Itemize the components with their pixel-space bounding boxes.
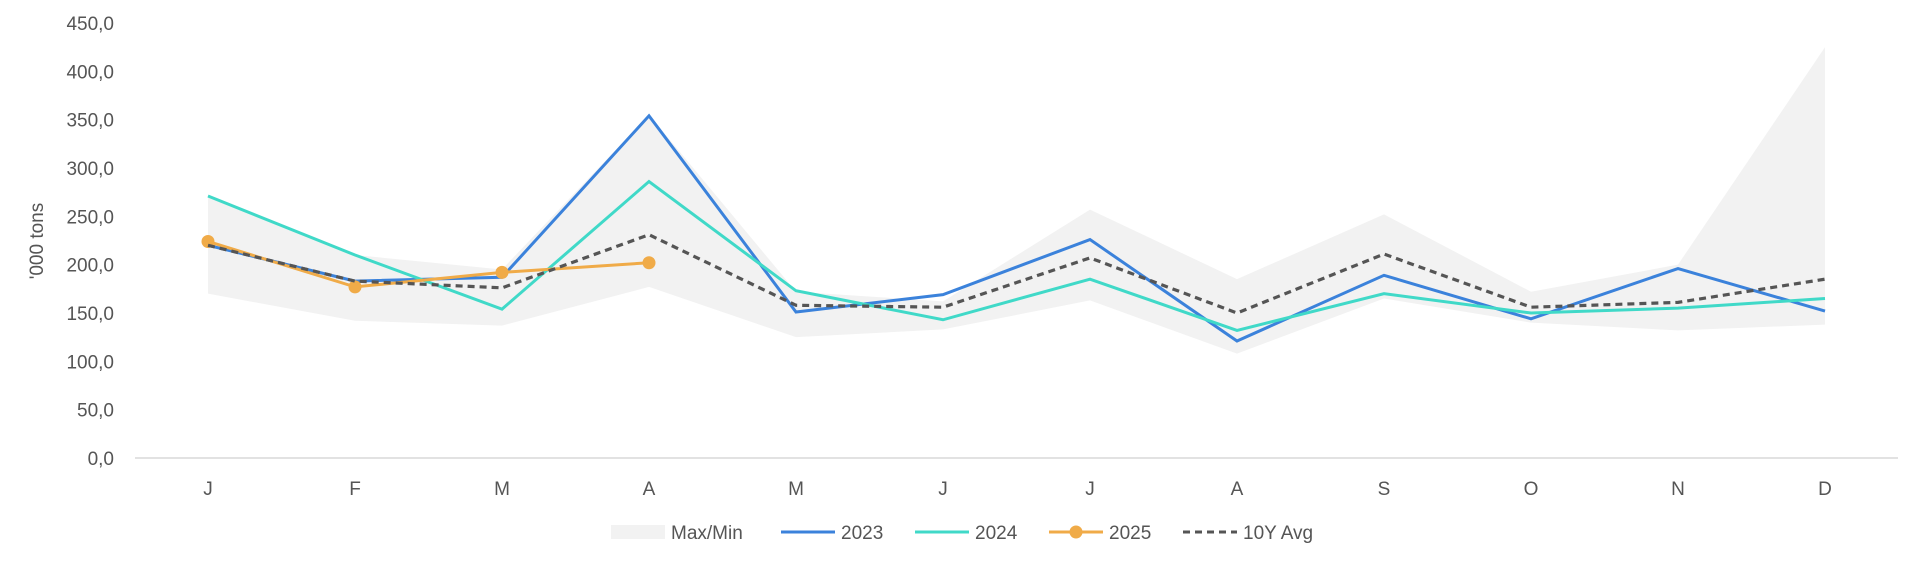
- legend-label-2025: 2025: [1109, 523, 1151, 544]
- y-tick-label: 150,0: [66, 304, 114, 325]
- x-tick-label: D: [1818, 479, 1832, 500]
- y-tick-label: 400,0: [66, 62, 114, 83]
- data-point-2025: [348, 280, 362, 294]
- y-axis-title: '000 tons: [27, 203, 48, 280]
- y-tick-label: 100,0: [66, 352, 114, 373]
- x-tick-label: A: [1231, 479, 1244, 500]
- legend-swatch-max-min: [611, 525, 665, 539]
- x-tick-label: J: [938, 479, 948, 500]
- series-2023: [207, 113, 1826, 343]
- y-tick-label: 450,0: [66, 14, 114, 35]
- legend-label-10y-avg: 10Y Avg: [1243, 523, 1313, 544]
- series-layer: [201, 113, 1826, 343]
- y-tick-label: 300,0: [66, 159, 114, 180]
- y-tick-label: 200,0: [66, 256, 114, 277]
- x-tick-label: S: [1378, 479, 1391, 500]
- series-10y-avg: [207, 232, 1826, 315]
- y-tick-label: 0,0: [88, 449, 114, 470]
- x-tick-label: J: [1085, 479, 1095, 500]
- legend-marker-2025: [1069, 525, 1083, 539]
- data-point-2025: [495, 265, 509, 279]
- y-tick-label: 350,0: [66, 111, 114, 132]
- y-tick-label: 50,0: [77, 401, 114, 422]
- legend-label-2023: 2023: [841, 523, 883, 544]
- x-tick-label: O: [1524, 479, 1539, 500]
- x-tick-label: M: [788, 479, 804, 500]
- series-line-2024: [207, 179, 1826, 332]
- legend-label-2024: 2024: [975, 523, 1018, 544]
- y-axis-tick-labels: 0,0 50,0 100,0 150,0 200,0 250,0 300,0 350,0 400…: [66, 14, 114, 470]
- max-min-band-layer: [208, 47, 1825, 354]
- x-tick-label: N: [1671, 479, 1685, 500]
- x-tick-label: M: [494, 479, 510, 500]
- series-2024: [207, 179, 1826, 332]
- x-tick-label: A: [643, 479, 656, 500]
- legend: Max/Min 2023 2024 2025 10Y Avg: [611, 523, 1313, 544]
- y-tick-label: 250,0: [66, 207, 114, 228]
- series-line-10y-avg: [207, 232, 1826, 315]
- legend-label-max-min: Max/Min: [671, 523, 743, 544]
- max-min-band: [208, 47, 1825, 354]
- x-tick-label: F: [349, 479, 361, 500]
- series-line-2023: [207, 113, 1826, 343]
- data-point-2025: [642, 256, 656, 270]
- x-tick-label: J: [203, 479, 213, 500]
